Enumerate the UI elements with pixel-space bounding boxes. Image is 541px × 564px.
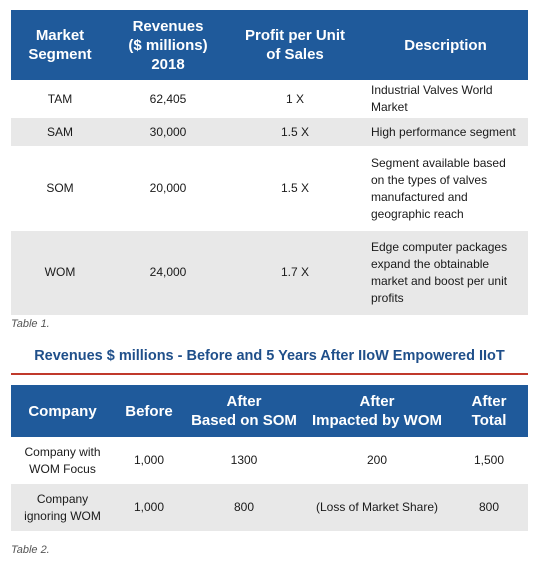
table-header-row: Market Segment Revenues ($ millions) 201… <box>11 10 528 81</box>
table-header-row: Company Before After Based on SOM After … <box>11 385 528 437</box>
description-cell: Edge computer packages expand the obtain… <box>363 230 528 315</box>
segment-cell: TAM <box>11 80 109 118</box>
description-cell: High performance segment <box>363 117 528 147</box>
segment-cell: SAM <box>11 117 109 147</box>
header-after-wom: After Impacted by WOM <box>304 385 450 437</box>
header-market-segment: Market Segment <box>11 10 109 81</box>
profit-cell: 1.7 X <box>227 230 363 315</box>
company-cell: Company ignoring WOM <box>11 484 114 531</box>
header-description: Description <box>363 10 528 81</box>
table-row: SAM 30,000 1.5 X High performance segmen… <box>11 117 528 147</box>
after-som-cell: 800 <box>184 484 304 531</box>
segment-cell: WOM <box>11 230 109 315</box>
header-after-total: After Total <box>450 385 528 437</box>
revenue-cell: 20,000 <box>109 146 227 231</box>
table-row: Company with WOM Focus 1,000 1300 200 1,… <box>11 437 528 484</box>
after-total-cell: 1,500 <box>450 437 528 484</box>
header-revenues: Revenues ($ millions) 2018 <box>109 10 227 81</box>
revenue-cell: 30,000 <box>109 117 227 147</box>
company-cell: Company with WOM Focus <box>11 437 114 484</box>
revenue-comparison-table: Company Before After Based on SOM After … <box>11 385 528 531</box>
profit-cell: 1 X <box>227 80 363 118</box>
header-company: Company <box>11 385 114 437</box>
table-row: SOM 20,000 1.5 X Segment available based… <box>11 146 528 231</box>
market-segment-table: Market Segment Revenues ($ millions) 201… <box>11 10 528 315</box>
after-wom-cell: 200 <box>304 437 450 484</box>
table-row: WOM 24,000 1.7 X Edge computer packages … <box>11 230 528 315</box>
description-cell: Industrial Valves World Market <box>363 80 528 118</box>
description-cell: Segment available based on the types of … <box>363 146 528 231</box>
header-before: Before <box>114 385 184 437</box>
before-cell: 1,000 <box>114 437 184 484</box>
header-profit-per-unit: Profit per Unit of Sales <box>227 10 363 81</box>
revenue-cell: 62,405 <box>109 80 227 118</box>
table1-caption: Table 1. <box>11 318 50 330</box>
revenue-cell: 24,000 <box>109 230 227 315</box>
before-cell: 1,000 <box>114 484 184 531</box>
table2-caption: Table 2. <box>11 544 50 556</box>
profit-cell: 1.5 X <box>227 117 363 147</box>
segment-cell: SOM <box>11 146 109 231</box>
after-som-cell: 1300 <box>184 437 304 484</box>
title-divider <box>11 373 528 375</box>
profit-cell: 1.5 X <box>227 146 363 231</box>
after-total-cell: 800 <box>450 484 528 531</box>
header-after-som: After Based on SOM <box>184 385 304 437</box>
table-row: Company ignoring WOM 1,000 800 (Loss of … <box>11 484 528 531</box>
after-wom-cell: (Loss of Market Share) <box>304 484 450 531</box>
table-row: TAM 62,405 1 X Industrial Valves World M… <box>11 80 528 118</box>
table2-title: Revenues $ millions - Before and 5 Years… <box>34 348 505 364</box>
